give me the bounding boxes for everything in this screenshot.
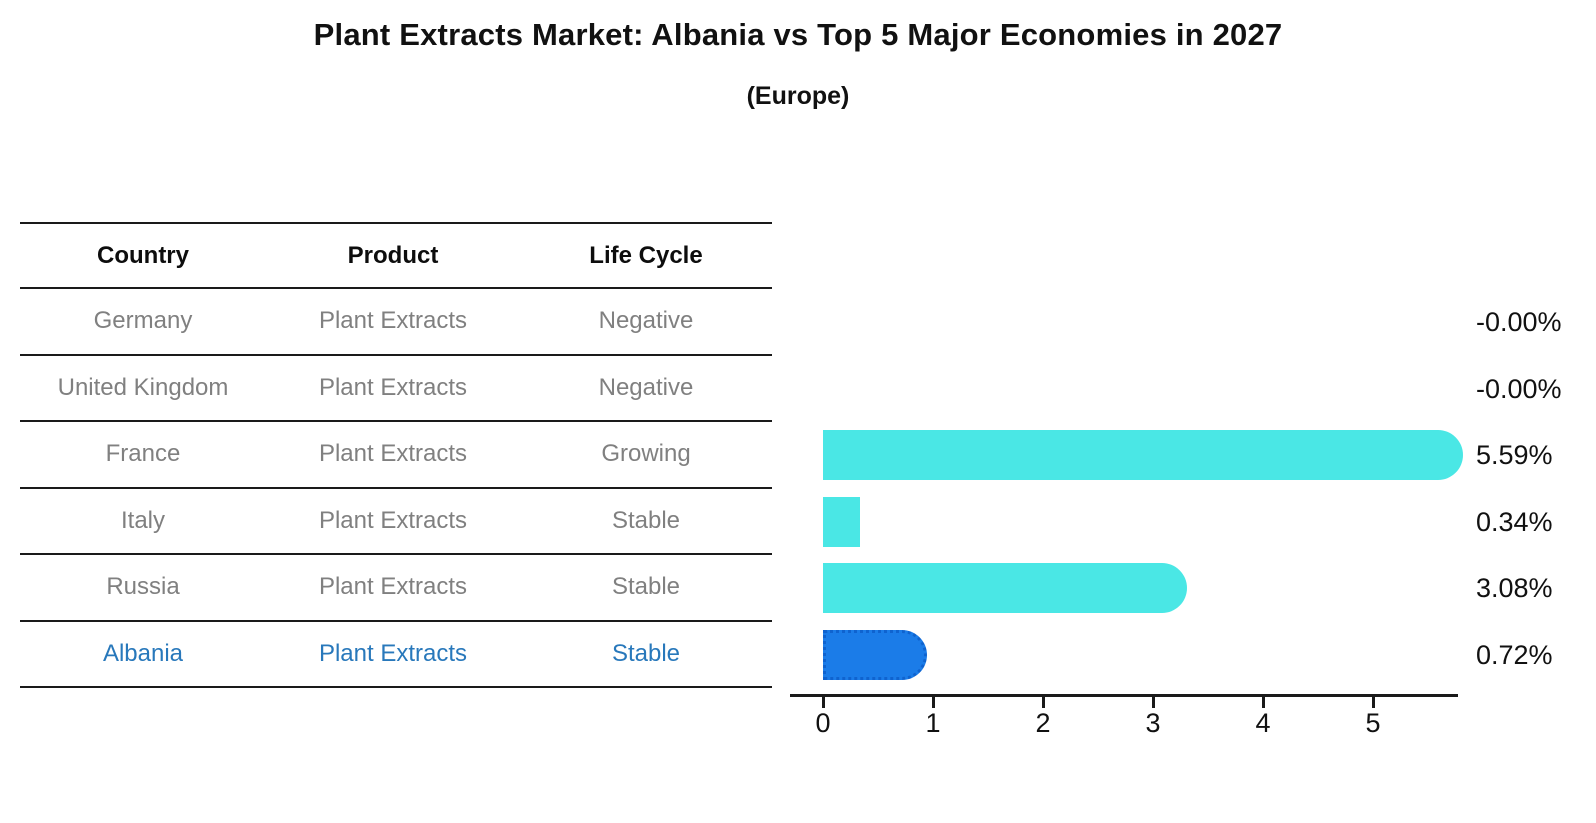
table-cell-country: Albania [102,639,184,667]
x-axis-line [790,694,1458,697]
value-label-germany: -0.00% [1476,307,1562,338]
table-cell-product: Plant Extracts [318,506,468,534]
table-cell-product: Plant Extracts [318,573,468,601]
table-row-italy: Italy Plant Extracts Stable [20,489,772,555]
table-cell-product: Plant Extracts [318,639,468,667]
table-cell-life-cycle: Stable [611,573,681,601]
table-row-russia: Russia Plant Extracts Stable [20,555,772,622]
table-row-france: France Plant Extracts Growing [20,422,772,489]
table-cell-country: Germany [93,307,193,335]
x-tick-mark-5 [1372,697,1375,708]
table-cell-product: Plant Extracts [318,373,468,401]
table-cell-life-cycle: Negative [598,373,694,401]
table-cell-life-cycle: Stable [611,639,681,667]
table-body: Germany Plant Extracts Negative United King… [20,289,772,688]
table-cell-life-cycle: Negative [598,307,694,335]
chart-subtitle: (Europe) [746,82,850,110]
bar-france [823,430,1463,481]
table-cell-product: Plant Extracts [318,307,468,335]
value-label-united-kingdom: -0.00% [1476,373,1562,404]
table-cell-life-cycle: Growing [601,440,691,468]
bar-italy [823,496,861,547]
table-header-product: Product [347,241,439,269]
table-header-life-cycle: Life Cycle [589,241,703,269]
x-tick-label-2: 2 [1035,708,1051,738]
x-tick-mark-1 [932,697,935,708]
x-tick-label-0: 0 [815,708,831,738]
table-cell-country: United Kingdom [57,373,229,401]
table-header-country: Country [97,241,189,269]
x-tick-mark-3 [1152,697,1155,708]
value-label-albania: 0.72% [1476,639,1553,670]
table-row-germany: Germany Plant Extracts Negative [20,289,772,356]
value-label-france: 5.59% [1476,440,1553,471]
x-tick-mark-0 [822,697,825,708]
table-row-united-kingdom: United Kingdom Plant Extracts Negative [20,356,772,422]
x-tick-label-5: 5 [1365,708,1381,738]
table-cell-country: Italy [120,506,165,534]
chart-title: Plant Extracts Market: Albania vs Top 5 … [313,17,1283,52]
x-tick-label-4: 4 [1255,708,1271,738]
x-tick-label-1: 1 [925,708,941,738]
summary-table: Country Product Life Cycle Germany Plant … [20,222,772,688]
bar-albania [823,629,928,680]
x-tick-mark-2 [1042,697,1045,708]
value-label-italy: 0.34% [1476,506,1553,537]
value-label-russia: 3.08% [1476,573,1553,604]
table-header-row: Country Product Life Cycle [20,224,772,289]
bar-russia [823,563,1187,614]
table-row-albania: Albania Plant Extracts Stable [20,622,772,688]
table-cell-product: Plant Extracts [318,440,468,468]
table-cell-country: France [105,440,181,468]
table-cell-life-cycle: Stable [611,506,681,534]
table-cell-country: Russia [106,573,180,601]
x-tick-label-3: 3 [1145,708,1161,738]
x-tick-mark-4 [1262,697,1265,708]
